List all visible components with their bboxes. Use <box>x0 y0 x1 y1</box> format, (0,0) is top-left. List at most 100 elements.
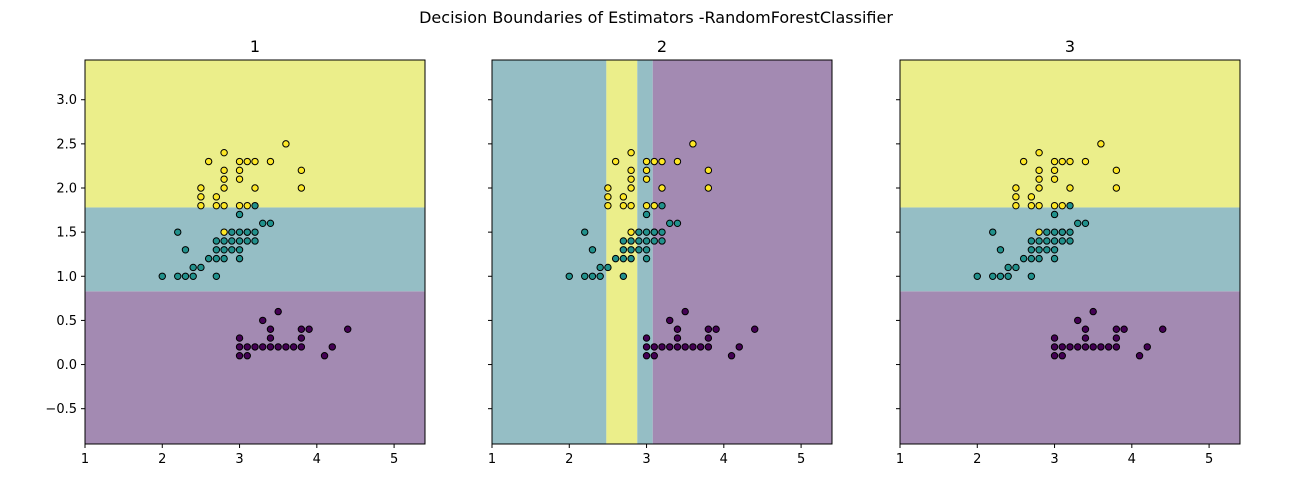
data-point-2-53 <box>650 228 658 236</box>
data-point-1-63 <box>197 184 205 192</box>
data-point-1-13 <box>235 334 244 342</box>
data-point-1-71 <box>204 157 213 166</box>
data-point-1-77 <box>282 140 290 148</box>
data-point-1-48 <box>251 228 259 236</box>
data-point-3-23 <box>989 272 997 280</box>
data-point-3-45 <box>1043 228 1051 236</box>
data-point-1-62 <box>220 184 228 192</box>
data-point-3-17 <box>1112 325 1121 333</box>
data-point-3-62 <box>1035 184 1043 192</box>
data-point-1-55 <box>197 201 205 210</box>
data-point-1-57 <box>220 201 228 210</box>
data-point-3-38 <box>1050 246 1059 254</box>
data-point-2-67 <box>642 175 651 183</box>
data-point-3-12 <box>1143 343 1151 351</box>
y-tick-label-1-0: −0.5 <box>45 402 77 417</box>
data-point-1-32 <box>220 254 228 263</box>
x-tick-label-3-2: 2 <box>973 452 981 467</box>
data-point-1-61 <box>212 193 221 201</box>
data-point-1-17 <box>297 325 306 333</box>
x-tick-label-2-5: 5 <box>797 452 805 467</box>
data-point-3-22 <box>973 272 981 280</box>
data-point-3-35 <box>1027 246 1036 254</box>
data-point-3-76 <box>1035 148 1043 157</box>
data-point-3-40 <box>1043 237 1051 245</box>
data-point-3-74 <box>1066 157 1074 166</box>
data-point-2-42 <box>650 237 658 245</box>
data-point-1-44 <box>212 237 221 245</box>
data-point-3-1 <box>1058 352 1066 360</box>
decision-region-1-1 <box>85 207 425 292</box>
data-point-3-58 <box>1050 201 1059 210</box>
data-point-2-58 <box>642 201 651 210</box>
data-point-2-19 <box>751 325 759 333</box>
data-point-2-64 <box>658 184 666 192</box>
data-point-3-11 <box>1112 343 1121 351</box>
data-point-3-8 <box>1089 343 1097 351</box>
data-point-2-62 <box>627 184 635 192</box>
data-point-3-37 <box>1043 246 1051 254</box>
data-point-2-0 <box>642 352 651 360</box>
data-point-3-70 <box>1112 166 1121 175</box>
data-point-2-30 <box>588 246 597 254</box>
data-point-2-68 <box>627 166 635 175</box>
data-point-3-66 <box>1035 175 1043 183</box>
x-tick-label-1-2: 2 <box>158 452 166 467</box>
data-point-3-61 <box>1027 193 1036 201</box>
data-point-3-7 <box>1081 343 1090 351</box>
data-point-2-52 <box>658 201 666 210</box>
data-point-3-64 <box>1066 184 1074 192</box>
data-point-2-37 <box>635 246 643 254</box>
data-point-1-64 <box>251 184 259 192</box>
data-point-1-51 <box>235 210 244 219</box>
x-tick-label-1-3: 3 <box>235 452 243 467</box>
decision-region-2-3 <box>652 60 832 444</box>
data-point-1-59 <box>243 201 251 210</box>
x-tick-label-1-1: 1 <box>81 452 89 467</box>
data-point-1-16 <box>266 325 275 333</box>
data-point-3-71 <box>1019 157 1028 166</box>
data-point-1-8 <box>274 343 282 351</box>
data-point-2-27 <box>604 263 612 272</box>
data-point-3-46 <box>1050 228 1059 236</box>
data-point-2-28 <box>596 263 604 272</box>
data-point-1-19 <box>344 325 352 333</box>
decision-region-2-0 <box>492 60 607 444</box>
x-tick-label-3-4: 4 <box>1128 452 1136 467</box>
data-point-3-44 <box>1027 237 1036 245</box>
data-point-2-18 <box>712 325 720 333</box>
data-point-2-8 <box>681 343 689 351</box>
data-point-2-32 <box>627 254 635 263</box>
panel-title-1: 1 <box>250 37 260 56</box>
data-point-1-10 <box>289 343 298 351</box>
x-tick-label-1-5: 5 <box>390 452 398 467</box>
data-point-1-43 <box>251 237 259 245</box>
data-point-1-67 <box>235 175 244 183</box>
data-point-2-71 <box>611 157 620 166</box>
data-point-2-69 <box>642 166 651 175</box>
data-point-3-0 <box>1050 352 1059 360</box>
data-point-3-5 <box>1066 343 1074 351</box>
data-point-2-44 <box>619 237 628 245</box>
data-point-1-70 <box>297 166 306 175</box>
data-point-1-18 <box>305 325 313 333</box>
data-point-1-14 <box>266 334 275 342</box>
data-point-2-66 <box>627 175 635 183</box>
data-point-3-9 <box>1097 343 1105 351</box>
data-point-1-65 <box>297 184 306 192</box>
data-point-3-59 <box>1058 201 1066 210</box>
data-point-2-3 <box>642 343 651 351</box>
data-point-1-76 <box>220 148 228 157</box>
data-point-1-36 <box>220 246 228 254</box>
data-point-2-56 <box>619 201 628 210</box>
data-point-1-56 <box>212 201 221 210</box>
data-point-2-75 <box>673 157 682 166</box>
data-point-2-74 <box>658 157 666 166</box>
data-point-3-4 <box>1058 343 1066 351</box>
panel-title-3: 3 <box>1065 37 1075 56</box>
data-point-3-25 <box>1004 272 1012 280</box>
data-point-2-76 <box>627 148 635 157</box>
data-point-2-36 <box>627 246 635 254</box>
data-point-2-20 <box>666 316 674 325</box>
